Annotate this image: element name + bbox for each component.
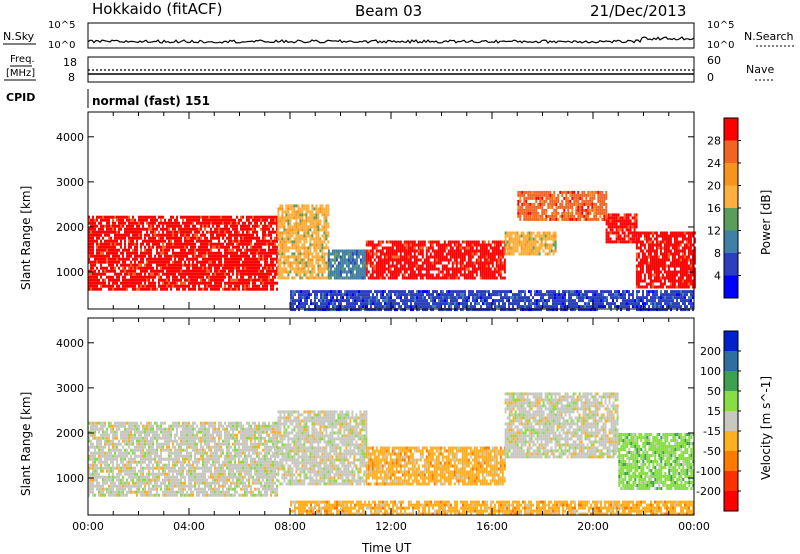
velocity-region-0 bbox=[88, 421, 278, 497]
colorbar-swatch-1 bbox=[724, 140, 738, 164]
colorbar-label-3: 16 bbox=[707, 202, 721, 215]
colorbar-swatch-6 bbox=[724, 253, 738, 276]
noise-sky-line bbox=[87, 36, 695, 44]
xtick-label-2: 08:00 bbox=[274, 520, 306, 533]
xtick-label-3: 12:00 bbox=[375, 520, 407, 533]
colorbar-label-4: 12 bbox=[707, 225, 721, 238]
colorbar-label-5: 8 bbox=[714, 247, 721, 260]
cpid-value: normal (fast) 151 bbox=[92, 94, 210, 108]
freq-right-tick-top: 60 bbox=[707, 54, 721, 67]
ytick-label-3: 4000 bbox=[56, 131, 84, 144]
colorbar-label-3: 15 bbox=[707, 405, 721, 418]
time-axis-label: Time UT bbox=[361, 541, 412, 554]
xtick-label-4: 16:00 bbox=[476, 520, 508, 533]
colorbar-label-1: 24 bbox=[707, 157, 721, 170]
ytick-label-0: 1000 bbox=[56, 472, 84, 485]
power-region-1 bbox=[277, 204, 330, 280]
colorbar-label-2: 50 bbox=[707, 385, 721, 398]
ytick-label-0: 1000 bbox=[56, 266, 84, 279]
noise-panel-frame bbox=[87, 22, 695, 49]
colorbar-swatch-2 bbox=[724, 371, 738, 392]
velocity-colorbar: 200 100 50 15 -15 -50 -100 -200 bbox=[696, 330, 741, 512]
colorbar-swatch-7 bbox=[724, 471, 738, 492]
beam-title: Beam 03 bbox=[355, 2, 422, 20]
velocity-region-1 bbox=[277, 410, 368, 486]
power-ylabel: Slant Range [km] bbox=[19, 186, 33, 290]
colorbar-swatch-7 bbox=[724, 275, 738, 299]
colorbar-label-5: -50 bbox=[703, 445, 721, 458]
noise-right-tick-top: 10^5 bbox=[707, 20, 734, 31]
power-x-ticks bbox=[87, 112, 695, 309]
noise-left-tick-bottom: 10^0 bbox=[48, 40, 75, 51]
colorbar-label-7: -200 bbox=[696, 485, 721, 498]
colorbar-swatch-4 bbox=[724, 411, 738, 432]
colorbar-swatch-5 bbox=[724, 431, 738, 452]
power-region-0 bbox=[88, 215, 278, 291]
power-colorbar: 28 24 20 16 12 8 4 bbox=[707, 117, 741, 299]
ytick-label-1: 2000 bbox=[56, 427, 84, 440]
ytick-label-3: 4000 bbox=[56, 337, 84, 350]
power-region-7 bbox=[635, 231, 696, 289]
colorbar-swatch-3 bbox=[724, 391, 738, 412]
cpid-label: CPID bbox=[6, 91, 35, 104]
velocity-x-axis: 00:00 04:00 08:00 12:00 16:00 20:00 00:00 bbox=[72, 318, 710, 533]
velocity-data-layer bbox=[88, 392, 695, 516]
date-title: 21/Dec/2013 bbox=[590, 2, 686, 20]
colorbar-swatch-3 bbox=[724, 185, 738, 209]
power-colorbar-label: Power [dB] bbox=[759, 190, 773, 255]
colorbar-label-2: 20 bbox=[707, 180, 721, 193]
noise-left-tick-top: 10^5 bbox=[48, 20, 75, 31]
velocity-colorbar-label: Velocity [m s^-1] bbox=[759, 376, 773, 480]
freq-right-label: Nave bbox=[746, 63, 774, 76]
colorbar-swatch-5 bbox=[724, 230, 738, 254]
colorbar-swatch-6 bbox=[724, 451, 738, 472]
noise-left-label: N.Sky bbox=[3, 30, 35, 43]
freq-right-tick-bottom: 0 bbox=[707, 71, 714, 84]
colorbar-swatch-2 bbox=[724, 163, 738, 186]
colorbar-label-6: 4 bbox=[714, 270, 721, 283]
velocity-region-3 bbox=[504, 392, 619, 459]
colorbar-swatch-8 bbox=[724, 491, 738, 512]
power-region-6 bbox=[605, 213, 638, 244]
colorbar-swatch-4 bbox=[724, 208, 738, 231]
freq-left-unit: [MHz] bbox=[6, 68, 35, 79]
velocity-region-4 bbox=[618, 433, 695, 490]
power-region-3 bbox=[365, 240, 506, 280]
xtick-label-1: 04:00 bbox=[173, 520, 205, 533]
freq-left-label: Freq. bbox=[10, 54, 35, 65]
noise-right-tick-bottom: 10^0 bbox=[707, 40, 734, 51]
colorbar-label-1: 100 bbox=[700, 365, 721, 378]
ytick-label-1: 2000 bbox=[56, 221, 84, 234]
colorbar-label-6: -100 bbox=[696, 465, 721, 478]
power-region-5 bbox=[517, 190, 608, 221]
freq-left-tick-top: 18 bbox=[63, 56, 77, 69]
power-region-2 bbox=[327, 249, 366, 280]
power-region-4 bbox=[504, 231, 557, 256]
power-region-8 bbox=[290, 290, 694, 312]
ytick-label-2: 3000 bbox=[56, 382, 84, 395]
colorbar-swatch-1 bbox=[724, 351, 738, 372]
velocity-region-2 bbox=[365, 446, 506, 486]
power-data-layer bbox=[88, 190, 696, 312]
ytick-label-2: 3000 bbox=[56, 176, 84, 189]
station-title: Hokkaido (fitACF) bbox=[92, 0, 223, 18]
colorbar-label-4: -15 bbox=[703, 425, 721, 438]
freq-panel-frame bbox=[87, 56, 695, 83]
velocity-ylabel: Slant Range [km] bbox=[19, 392, 33, 496]
colorbar-swatch-0 bbox=[724, 118, 738, 141]
xtick-label-5: 20:00 bbox=[577, 520, 609, 533]
colorbar-frame bbox=[723, 330, 739, 512]
velocity-y-axis: 1000 2000 3000 4000 bbox=[56, 337, 694, 485]
power-y-axis: 1000 2000 3000 4000 bbox=[56, 131, 694, 279]
noise-right-label: N.Search bbox=[744, 30, 794, 43]
colorbar-swatch-0 bbox=[724, 331, 738, 352]
xtick-label-0: 00:00 bbox=[72, 520, 104, 533]
xtick-label-6: 00:00 bbox=[678, 520, 710, 533]
colorbar-label-0: 28 bbox=[707, 135, 721, 148]
freq-left-tick-bottom: 8 bbox=[68, 71, 75, 84]
colorbar-label-0: 200 bbox=[700, 345, 721, 358]
